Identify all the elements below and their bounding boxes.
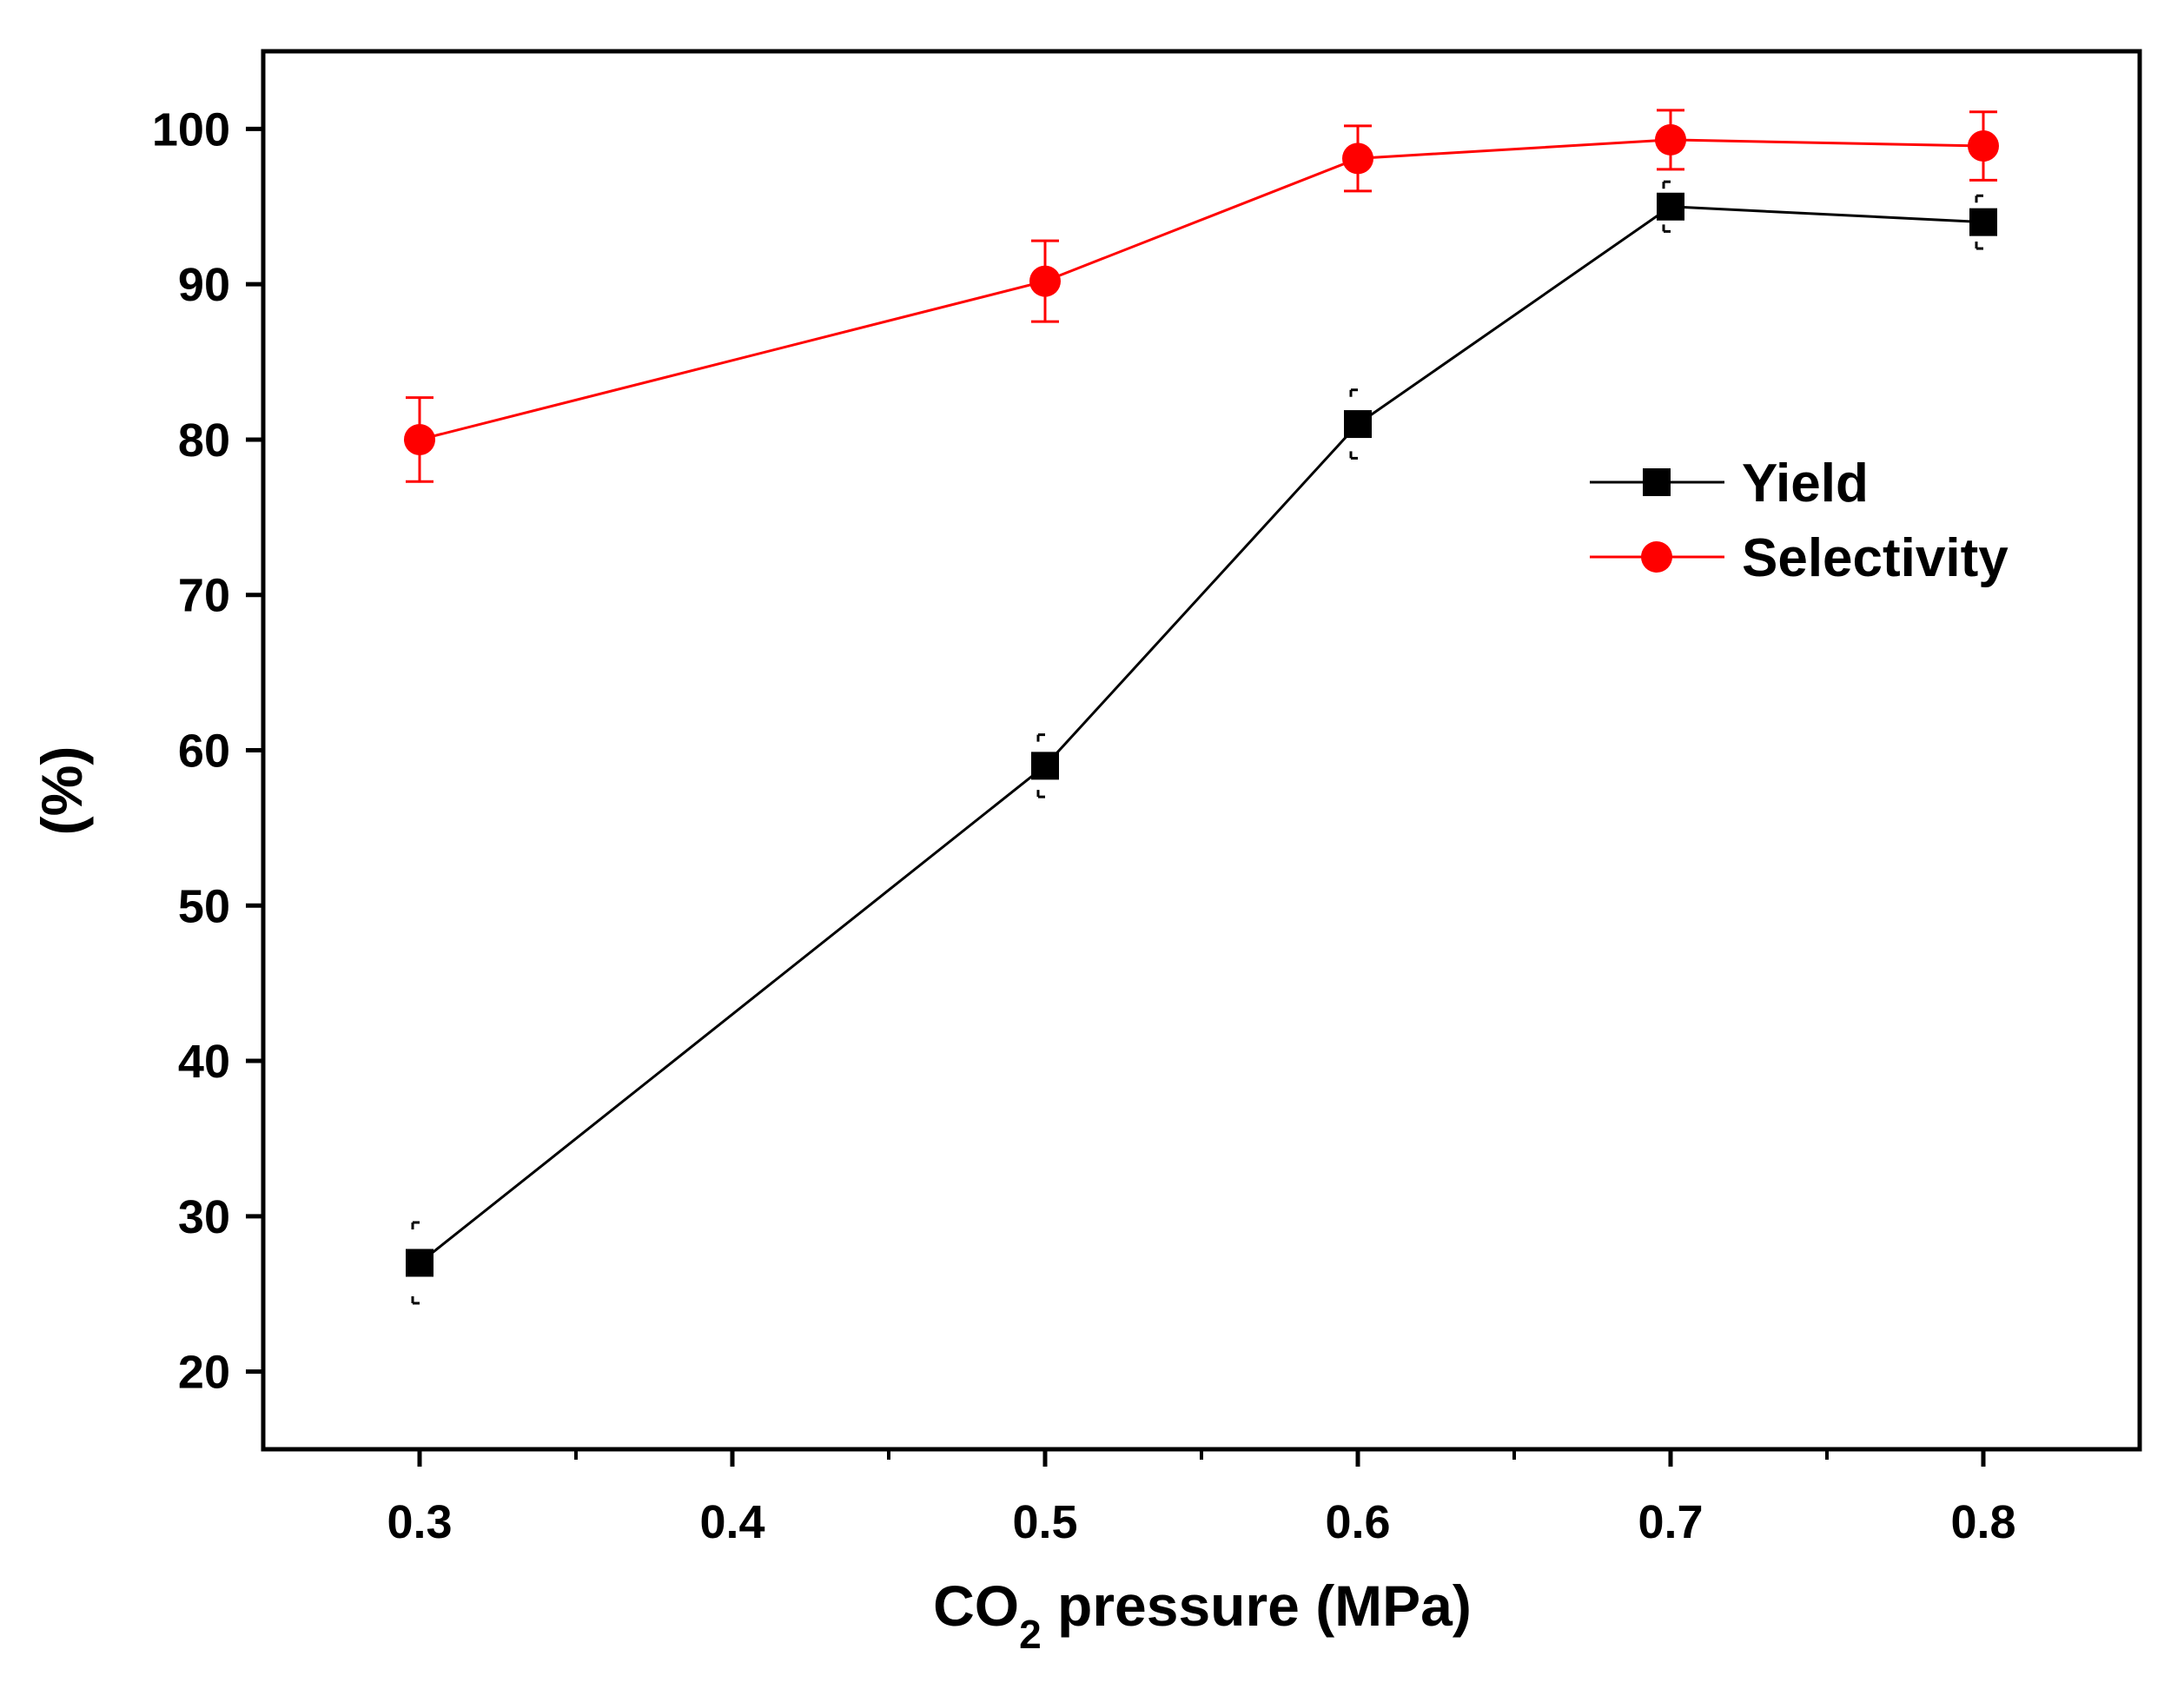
y-tick-label: 60	[178, 725, 230, 778]
data-point-circle	[1968, 130, 1999, 162]
x-tick-label: 0.6	[1325, 1496, 1390, 1548]
x-tick-label: 0.5	[1012, 1496, 1077, 1548]
data-point-square	[1969, 208, 1997, 236]
x-tick-label: 0.7	[1638, 1496, 1703, 1548]
y-tick-label: 80	[178, 414, 230, 467]
y-tick-label: 100	[152, 103, 230, 156]
y-tick-label: 40	[178, 1036, 230, 1088]
series-yield	[406, 180, 1997, 1305]
legend-item-selectivity: Selectivity	[1590, 528, 2009, 588]
data-point-square	[406, 1249, 433, 1277]
x-axis-title-main: CO	[933, 1573, 1019, 1638]
data-point-circle	[1655, 123, 1686, 156]
data-point-square	[1031, 752, 1059, 780]
legend-marker-square	[1643, 468, 1671, 496]
legend-marker-circle	[1641, 541, 1672, 573]
legend-label: Yield	[1742, 454, 1869, 513]
legend-item-yield: Yield	[1590, 454, 1869, 513]
y-tick-label: 70	[178, 570, 230, 622]
y-axis-title: (%)	[30, 746, 94, 836]
x-axis-title-rest: pressure (MPa)	[1042, 1573, 1472, 1638]
x-tick-label: 0.3	[387, 1496, 452, 1548]
data-point-circle	[404, 423, 435, 455]
data-point-circle	[1342, 142, 1373, 175]
legend-label: Selectivity	[1742, 528, 2009, 588]
data-point-square	[1344, 410, 1372, 439]
data-point-circle	[1029, 265, 1061, 297]
x-axis-title-subscript: 2	[1019, 1612, 1042, 1657]
y-tick-label: 90	[178, 259, 230, 311]
y-tick-label: 20	[178, 1347, 230, 1399]
data-point-square	[1657, 192, 1684, 221]
x-axis-title: CO2 pressure (MPa)	[933, 1573, 1472, 1657]
y-tick-label: 30	[178, 1191, 230, 1243]
series-selectivity	[404, 109, 1999, 483]
x-tick-label: 0.4	[699, 1496, 764, 1548]
x-tick-label: 0.8	[1950, 1496, 2015, 1548]
y-tick-label: 50	[178, 880, 230, 932]
